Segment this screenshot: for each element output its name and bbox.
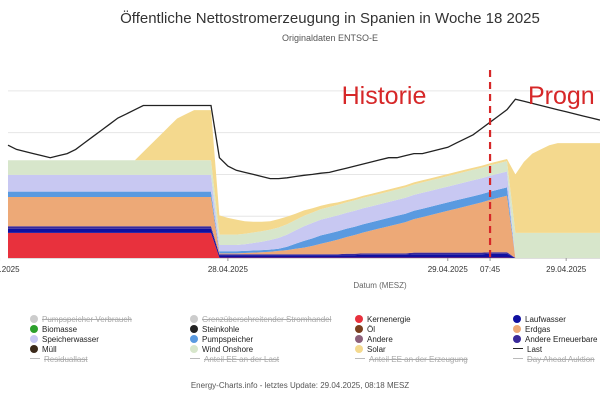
chart-title: Öffentliche Nettostromerzeugung in Spani… xyxy=(120,10,540,27)
area-wind-onshore xyxy=(8,160,600,258)
stacked-areas xyxy=(8,110,600,258)
legend-dot-icon xyxy=(355,325,363,333)
legend-item[interactable]: Biomasse xyxy=(30,325,77,334)
legend-label: Steinkohle xyxy=(202,325,240,334)
legend-item[interactable]: Pumpspeicher xyxy=(190,335,253,344)
legend-label: Öl xyxy=(367,325,375,334)
area-erdgas xyxy=(8,195,600,258)
legend-dot-icon xyxy=(30,335,38,343)
legend-line-icon xyxy=(513,358,523,359)
legend-item[interactable]: Anteil EE an der Last xyxy=(190,355,279,364)
legend-label: Grenzüberschreitender Stromhandel xyxy=(202,315,332,324)
legend-item[interactable]: Laufwasser xyxy=(513,315,566,324)
legend-dot-icon xyxy=(355,335,363,343)
legend-line-icon xyxy=(190,358,200,359)
chart-canvas: 27.04.2025 28.04.2025 29.04.2025 07:45 29.04… xyxy=(0,70,600,274)
legend-dot-icon xyxy=(30,345,38,353)
history-label: Historie xyxy=(342,82,427,110)
legend-item[interactable]: Anteil EE an der Erzeugung xyxy=(355,355,468,364)
legend-dot-icon xyxy=(355,345,363,353)
legend-label: Andere Erneuerbare xyxy=(525,335,598,344)
footer: Energy-Charts.info - letztes Update: 29.… xyxy=(190,381,410,390)
legend-dot-icon xyxy=(190,315,198,323)
legend-label: Anteil EE an der Erzeugung xyxy=(369,355,468,364)
legend-item[interactable]: Day Ahead Auktion xyxy=(513,355,595,364)
legend-dot-icon xyxy=(30,315,38,323)
legend-item[interactable]: Pumpspeicher Verbrauch xyxy=(30,315,132,324)
legend-label: Müll xyxy=(42,345,57,354)
area-laufwasser xyxy=(8,228,600,258)
legend-line-icon xyxy=(513,348,523,349)
legend-item[interactable]: Kernenergie xyxy=(355,315,411,324)
legend-item[interactable]: Andere xyxy=(355,335,393,344)
load-line-group xyxy=(7,98,600,180)
area-kernenergie xyxy=(8,232,600,258)
area-speicherwasser xyxy=(8,171,600,258)
legend-label: Speicherwasser xyxy=(42,335,99,344)
legend-label: Kernenergie xyxy=(367,315,411,324)
legend-item[interactable]: Speicherwasser xyxy=(30,335,99,344)
legend-line-icon xyxy=(30,358,40,359)
legend-item[interactable]: Öl xyxy=(355,325,375,334)
legend-label: Day Ahead Auktion xyxy=(527,355,595,364)
legend-dot-icon xyxy=(190,325,198,333)
legend-label: Pumpspeicher Verbrauch xyxy=(42,315,132,324)
legend-item[interactable]: Müll xyxy=(30,345,57,354)
x-tick-label: 28.04.2025 xyxy=(208,265,249,274)
legend-label: Last xyxy=(527,345,543,354)
chart-subtitle: Originaldaten ENTSO-E xyxy=(281,33,379,43)
legend-label: Residuallast xyxy=(44,355,88,364)
legend-item[interactable]: Wind Onshore xyxy=(190,345,253,354)
legend-label: Erdgas xyxy=(525,325,551,334)
legend-item[interactable]: Residuallast xyxy=(30,355,88,364)
legend-label: Laufwasser xyxy=(525,315,566,324)
legend-line-icon xyxy=(355,358,365,359)
legend-item[interactable]: Steinkohle xyxy=(190,325,239,334)
x-tick-label: 29.04.2025 xyxy=(546,265,587,274)
legend-label: Biomasse xyxy=(42,325,78,334)
legend-dot-icon xyxy=(190,345,198,353)
legend-dot-icon xyxy=(513,325,521,333)
load-line xyxy=(7,98,600,180)
legend-label: Wind Onshore xyxy=(202,345,254,354)
legend-dot-icon xyxy=(355,315,363,323)
legend-item[interactable]: Grenzüberschreitender Stromhandel xyxy=(190,315,331,324)
legend-item[interactable]: Erdgas xyxy=(513,325,550,334)
legend-dot-icon xyxy=(513,335,521,343)
x-tick-label: 27.04.2025 xyxy=(0,265,20,274)
x-axis-label: Datum (MESZ) xyxy=(353,281,407,290)
legend-dot-icon xyxy=(513,315,521,323)
area-solar xyxy=(8,110,600,235)
area-pumpspeicher xyxy=(8,187,600,258)
legend-item[interactable]: Solar xyxy=(355,345,386,354)
legend-label: Pumpspeicher xyxy=(202,335,254,344)
legend: Pumpspeicher Verbrauch Grenzüberschreiten… xyxy=(0,315,600,385)
forecast-label: Progn xyxy=(528,82,595,110)
x-ticks: 27.04.2025 28.04.2025 29.04.2025 07:45 29.04… xyxy=(0,258,587,274)
legend-label: Anteil EE an der Last xyxy=(204,355,280,364)
x-tick-label: 07:45 xyxy=(480,265,501,274)
x-tick-label: 29.04.2025 xyxy=(428,265,469,274)
legend-dot-icon xyxy=(190,335,198,343)
legend-label: Solar xyxy=(367,345,386,354)
legend-item[interactable]: Andere Erneuerbare xyxy=(513,335,598,344)
legend-item[interactable]: Last xyxy=(513,345,542,354)
legend-dot-icon xyxy=(30,325,38,333)
legend-label: Andere xyxy=(367,335,393,344)
